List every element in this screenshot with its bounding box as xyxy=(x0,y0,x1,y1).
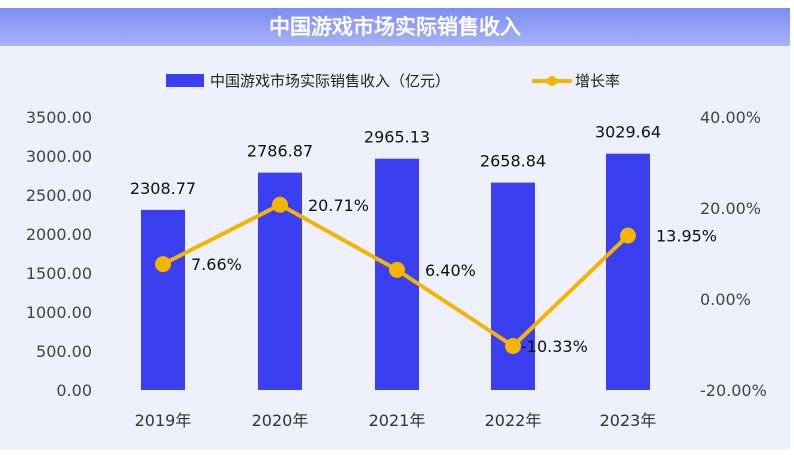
growth-point xyxy=(389,261,405,278)
bar-2019年 xyxy=(141,209,185,390)
legend-line-label: 增长率 xyxy=(575,72,620,90)
bar-value-label: 2786.87 xyxy=(247,142,313,161)
left-axis-tick: 0.00 xyxy=(56,381,92,400)
x-axis-tick: 2022年 xyxy=(485,411,542,430)
right-axis-tick: 0.00% xyxy=(700,290,751,309)
growth-value-label: 20.71% xyxy=(308,196,369,215)
x-axis-tick: 2021年 xyxy=(369,411,426,430)
bar-value-label: 2658.84 xyxy=(480,152,546,171)
growth-value-label: -10.33% xyxy=(521,337,588,356)
growth-point xyxy=(505,338,521,355)
bar-value-label: 2308.77 xyxy=(130,179,196,198)
growth-point xyxy=(620,227,636,244)
x-axis-tick: 2020年 xyxy=(252,411,309,430)
left-axis-tick: 3500.00 xyxy=(26,108,92,127)
bar-2022年 xyxy=(491,182,535,390)
legend-line-marker xyxy=(547,76,557,86)
left-axis-tick: 500.00 xyxy=(36,342,92,361)
left-axis-tick: 2000.00 xyxy=(26,225,92,244)
growth-value-label: 13.95% xyxy=(656,227,717,246)
growth-value-label: 6.40% xyxy=(425,261,476,280)
x-axis-tick: 2019年 xyxy=(135,411,192,430)
chart-title: 中国游戏市场实际销售收入 xyxy=(0,8,790,46)
right-axis-tick: 20.00% xyxy=(700,199,761,218)
left-axis-tick: 1000.00 xyxy=(26,303,92,322)
growth-point xyxy=(272,196,288,213)
bar-value-label: 3029.64 xyxy=(595,123,661,142)
left-axis-tick: 1500.00 xyxy=(26,264,92,283)
bar-value-label: 2965.13 xyxy=(364,128,430,147)
growth-point xyxy=(155,256,171,273)
growth-value-label: 7.66% xyxy=(191,255,242,274)
left-axis-tick: 2500.00 xyxy=(26,186,92,205)
right-axis-tick: 40.00% xyxy=(700,108,761,127)
left-axis-tick: 3000.00 xyxy=(26,147,92,166)
legend-bar-label: 中国游戏市场实际销售收入（亿元） xyxy=(210,72,450,90)
bar-2023年 xyxy=(606,153,650,390)
x-axis-tick: 2023年 xyxy=(600,411,657,430)
right-axis-tick: -20.00% xyxy=(700,381,767,400)
legend-bar-swatch xyxy=(166,74,204,87)
